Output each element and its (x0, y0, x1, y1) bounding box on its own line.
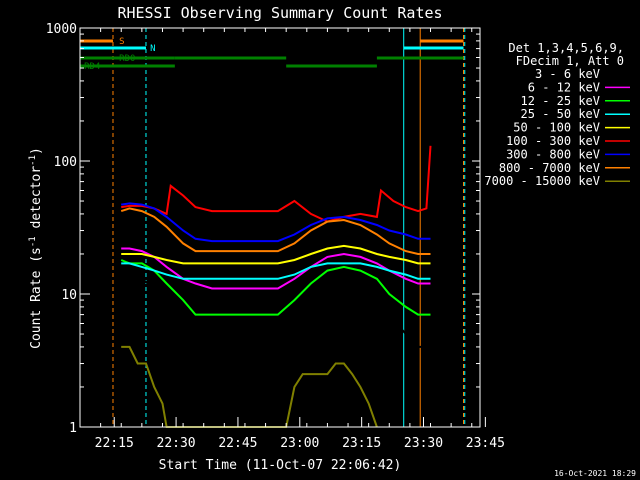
y-tick-label: 1000 (46, 22, 77, 37)
series-line-6 (121, 202, 431, 243)
legend-label: 7000 - 15000 keV (484, 174, 600, 188)
y-axis-label-superscript: -1 (28, 155, 38, 166)
legend-label: 3 - 6 keV (535, 67, 600, 81)
x-tick-label: 23:15 (342, 436, 381, 451)
annotation-s: S (119, 37, 124, 47)
plot-frame (79, 27, 481, 428)
series-line-7 (120, 207, 431, 255)
legend-label: 100 - 300 keV (506, 134, 600, 148)
legend-label: 50 - 100 keV (513, 121, 600, 135)
legend: Det 1,3,4,5,6,9,FDecim 1, Att 03 - 6 keV… (484, 41, 630, 188)
annotation-n: N (150, 44, 155, 54)
y-axis-label-superscript: -1 (28, 236, 38, 247)
x-tick-label: 22:45 (218, 436, 257, 451)
legend-label: 6 - 12 keV (528, 80, 600, 94)
plot-area: S N RD0 RD4 (80, 28, 466, 428)
legend-label: 800 - 7000 keV (499, 161, 600, 175)
y-tick-label: 1 (69, 421, 77, 436)
legend-header: FDecim 1, Att 0 (516, 54, 624, 68)
x-tick-label: 23:45 (466, 436, 505, 451)
legend-header: Det 1,3,4,5,6,9, (508, 41, 624, 55)
legend-label: 12 - 25 keV (521, 94, 600, 108)
legend-label: 25 - 50 keV (521, 107, 600, 121)
x-tick-label: 22:15 (95, 436, 134, 451)
x-tick-label: 22:30 (157, 436, 196, 451)
series-line-4 (121, 244, 431, 265)
x-tick-label: 23:00 (280, 436, 319, 451)
y-axis-label: Count Rate (s-1 detector-1) (28, 147, 44, 349)
y-tick-label: 100 (54, 155, 77, 170)
y-axis-label-part: detector (29, 166, 44, 237)
x-axis-label: Start Time (11-Oct-07 22:06:42) (159, 458, 402, 473)
y-axis-label-part: ) (29, 147, 44, 155)
chart-title: RHESSI Observing Summary Count Rates (117, 4, 442, 22)
annotation-rd4: RD4 (84, 62, 100, 72)
annotation-rd0: RD0 (119, 54, 135, 64)
series-line-1 (121, 247, 431, 290)
series-line-5 (121, 145, 432, 223)
series-line-3 (121, 262, 431, 280)
y-axis-label-part: Count Rate (s (29, 247, 44, 349)
timestamp: 16-Oct-2021 18:29 (554, 469, 636, 478)
series-line-2 (120, 259, 431, 316)
x-tick-label: 23:30 (404, 436, 443, 451)
legend-label: 300 - 800 keV (506, 147, 600, 161)
series-line-0 (120, 269, 431, 356)
y-tick-label: 10 (61, 288, 77, 303)
series-line-8 (121, 345, 378, 428)
